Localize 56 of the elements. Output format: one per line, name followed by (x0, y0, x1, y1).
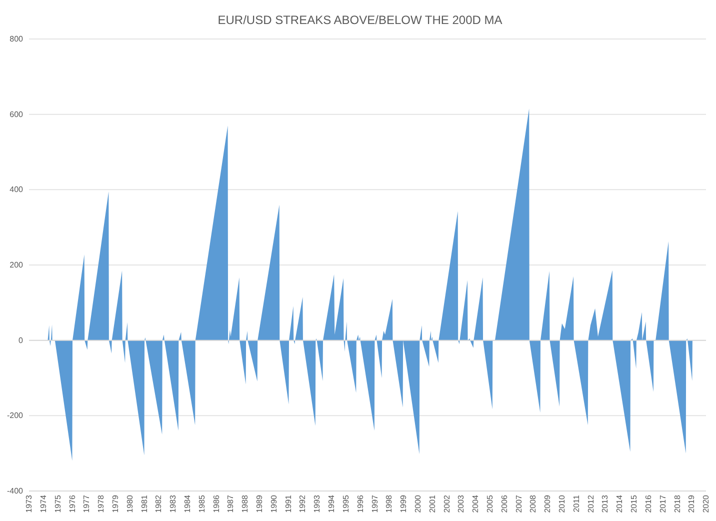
x-tick-label: 1991 (284, 494, 293, 513)
x-tick-label: 2000 (413, 494, 422, 513)
x-tick-label: 1973 (24, 494, 34, 513)
x-tick-label: 1974 (38, 494, 48, 513)
x-tick-label: 1979 (110, 494, 120, 513)
x-tick-label: 2009 (543, 494, 552, 513)
x-tick-label: 2004 (471, 494, 480, 513)
x-tick-label: 1996 (356, 494, 365, 513)
x-tick-label: 1986 (212, 494, 221, 513)
x-tick-label: 2017 (658, 494, 668, 513)
x-tick-label: 1984 (183, 494, 192, 513)
x-tick-label: 2007 (514, 494, 524, 513)
x-tick-label: 2001 (428, 494, 437, 513)
x-tick-label: 2014 (615, 494, 624, 513)
y-tick-label: 400 (10, 185, 24, 194)
x-tick-label: 2020 (702, 494, 711, 513)
x-tick-label: 1997 (370, 494, 380, 513)
x-tick-label: 1989 (255, 494, 264, 513)
x-tick-label: 1981 (140, 494, 149, 513)
x-tick-label: 2015 (630, 494, 639, 513)
x-tick-label: 2006 (500, 494, 509, 513)
chart-title: EUR/USD STREAKS ABOVE/BELOW THE 200D MA (218, 13, 502, 27)
y-tick-label: -200 (6, 411, 24, 420)
x-tick-label: 1988 (240, 494, 250, 513)
x-tick-label: 1975 (53, 494, 62, 513)
x-tick-label: 1990 (269, 494, 278, 513)
y-tick-label: 600 (10, 110, 24, 119)
x-tick-label: 1982 (154, 494, 164, 513)
x-tick-label: 1980 (125, 494, 134, 513)
x-tick-label: 2019 (687, 494, 696, 513)
x-tick-label: 1977 (82, 494, 92, 513)
x-tick-label: 2005 (485, 494, 494, 513)
x-tick-label: 2002 (442, 494, 452, 513)
x-tick-label: 1985 (197, 494, 206, 513)
y-tick-label: 0 (18, 336, 24, 345)
x-tick-label: 1978 (96, 494, 106, 513)
x-tick-label: 1992 (298, 494, 308, 513)
x-tick-label: 2010 (558, 494, 567, 513)
y-tick-label: 200 (10, 260, 24, 270)
x-tick-label: 1987 (226, 494, 236, 513)
y-tick-label: 800 (10, 34, 24, 44)
x-tick-label: 1998 (384, 494, 394, 513)
x-tick-label: 2012 (586, 494, 596, 513)
x-tick-label: 1994 (327, 494, 336, 513)
x-tick-label: 2018 (672, 494, 682, 513)
y-tick-label: -400 (6, 486, 24, 496)
x-tick-label: 2008 (528, 494, 538, 513)
x-tick-label: 1993 (312, 494, 322, 513)
x-tick-label: 2003 (456, 494, 466, 513)
x-tick-label: 1976 (68, 494, 77, 513)
x-tick-label: 2013 (600, 494, 610, 513)
x-tick-label: 1983 (168, 494, 178, 513)
x-tick-label: 1999 (399, 494, 408, 513)
x-tick-label: 2016 (644, 494, 653, 513)
x-tick-label: 1995 (341, 494, 350, 513)
x-tick-label: 2011 (572, 494, 581, 512)
